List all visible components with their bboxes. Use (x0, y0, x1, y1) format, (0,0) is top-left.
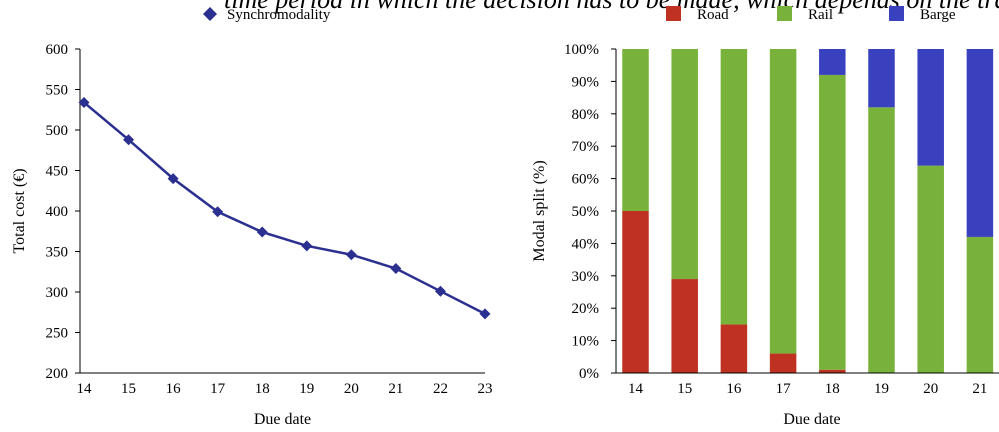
line-chart-y-tick-label: 450 (46, 164, 69, 180)
line-chart-y-tick-label: 350 (46, 245, 69, 261)
bar-segment-rail (622, 49, 649, 211)
line-chart-data-point (434, 285, 446, 297)
bar-segment-barge (966, 49, 994, 237)
bar-chart-legend-label: Rail (808, 7, 833, 23)
bar-chart-y-tick-label: 100% (564, 42, 599, 58)
bar-chart-x-tick-label: 18 (825, 381, 840, 397)
line-chart-x-tick-label: 18 (255, 381, 270, 397)
line-chart-x-tick-label: 15 (121, 381, 136, 397)
bar-segment-road (671, 279, 698, 373)
bar-chart-x-tick-label: 17 (776, 381, 792, 397)
bar-chart-legend-swatch (666, 6, 681, 21)
bar-chart-legend-swatch (889, 6, 904, 21)
bar-chart-x-tick-label: 15 (677, 381, 692, 397)
bar-chart-y-tick-label: 10% (572, 334, 600, 350)
line-chart-data-point (256, 226, 268, 238)
line-chart-data-point (479, 308, 491, 320)
bar-chart-y-tick-label: 50% (572, 204, 600, 220)
line-chart-y-tick-label: 500 (46, 123, 69, 139)
line-chart-y-tick-label: 300 (46, 285, 69, 301)
bar-chart-x-tick-label: 20 (923, 381, 938, 397)
bar-chart-x-tick-label: 14 (628, 381, 644, 397)
bar-chart-x-tick-label: 16 (726, 381, 742, 397)
bar-chart-legend-label: Barge (920, 7, 956, 23)
line-chart-y-axis-label: Total cost (€) (11, 168, 28, 253)
bar-chart-y-tick-label: 70% (572, 139, 600, 155)
bar-chart-y-tick-label: 20% (572, 301, 600, 317)
line-chart-x-tick-label: 16 (166, 381, 182, 397)
bar-chart-y-tick-label: 60% (572, 172, 600, 188)
bar-chart-y-axis-label: Modal split (%) (531, 160, 548, 261)
line-chart-x-tick-label: 19 (299, 381, 314, 397)
line-chart-data-point (212, 206, 224, 218)
bar-segment-rail (966, 236, 994, 373)
bar-segment-road (720, 324, 748, 373)
bar-chart-y-tick-label: 0% (579, 366, 599, 382)
bar-segment-road (622, 211, 649, 373)
line-chart-legend-label: Synchromodality (227, 7, 331, 23)
bar-segment-rail (917, 165, 944, 373)
line-chart-x-tick-label: 14 (77, 381, 93, 397)
line-chart-y-tick-label: 600 (46, 42, 69, 58)
bar-segment-barge (868, 49, 895, 108)
bar-chart-y-tick-label: 90% (572, 74, 600, 90)
bar-segment-rail (819, 74, 846, 370)
bar-chart-y-tick-label: 30% (572, 269, 600, 285)
bar-chart-x-tick-label: 19 (874, 381, 889, 397)
bar-chart-y-tick-label: 40% (572, 236, 600, 252)
line-chart-y-tick-label: 550 (46, 83, 69, 99)
line-chart-x-tick-label: 23 (478, 381, 493, 397)
figure-caption: time period in which the decision has to… (0, 0, 999, 15)
line-chart-series-line (83, 101, 486, 315)
line-chart-x-tick-label: 17 (210, 381, 226, 397)
line-chart-data-point (78, 96, 90, 108)
bar-segment-rail (868, 107, 895, 373)
line-chart-y-tick-label: 250 (46, 326, 69, 342)
line-chart-data-point (167, 173, 179, 185)
bar-segment-rail (769, 49, 797, 354)
line-chart-legend-marker (203, 7, 217, 21)
bar-segment-rail (720, 49, 748, 325)
bar-chart-y-tick-label: 80% (572, 107, 600, 123)
bar-chart-legend-label: Road (697, 7, 729, 23)
line-chart-data-point (123, 134, 135, 146)
line-chart-y-tick-label: 200 (46, 366, 69, 382)
line-chart-x-tick-label: 22 (433, 381, 448, 397)
line-chart-x-tick-label: 20 (344, 381, 359, 397)
bar-chart-x-tick-label: 21 (972, 381, 987, 397)
bar-segment-road (769, 353, 797, 373)
line-chart-y-tick-label: 400 (46, 204, 69, 220)
bar-segment-rail (671, 49, 698, 280)
line-chart-x-tick-label: 21 (388, 381, 403, 397)
bar-chart-legend-swatch (777, 6, 792, 21)
line-chart-data-point (301, 240, 313, 252)
bar-segment-road (819, 369, 846, 373)
line-chart-data-point (345, 249, 357, 261)
bar-segment-barge (819, 49, 846, 75)
line-chart-x-axis-label: Due date (254, 411, 311, 428)
bar-segment-barge (917, 49, 944, 166)
line-chart-data-point (390, 263, 402, 275)
bar-chart-x-axis-label: Due date (783, 411, 840, 428)
